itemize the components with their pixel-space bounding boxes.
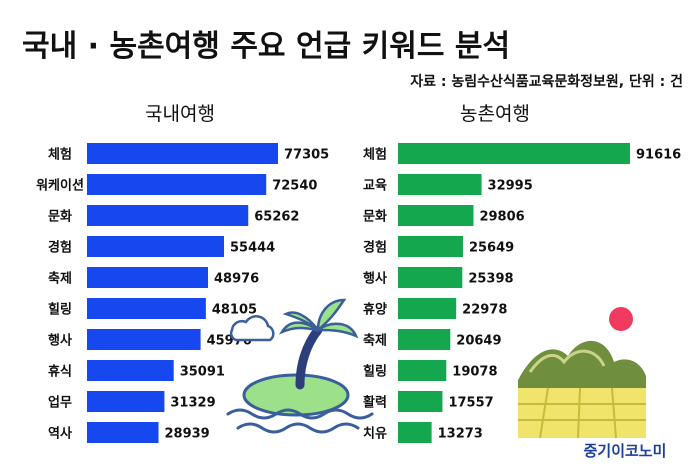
right-chart-title: 농촌여행 (460, 103, 530, 125)
left-bar (87, 391, 165, 412)
right-value-label: 13273 (438, 427, 483, 442)
hills-highlight (528, 349, 606, 373)
right-category-label: 힐링 (363, 364, 387, 380)
hills (518, 340, 646, 392)
rural-illustration: 중기이코노미 (518, 307, 666, 460)
left-value-label: 28939 (165, 427, 210, 442)
left-category-label: 업무 (48, 396, 72, 411)
right-category-label: 휴양 (363, 302, 387, 318)
left-value-label: 35091 (180, 365, 225, 380)
palm-leaf (314, 322, 359, 339)
right-value-label: 22978 (462, 303, 507, 318)
palm-trunk (295, 325, 323, 390)
palm-leaf (316, 298, 347, 333)
right-category-label: 교육 (363, 178, 387, 194)
right-value-label: 32995 (488, 179, 533, 194)
right-bar (398, 236, 463, 257)
right-bar-chart: 체험 91616 교육 32995 문화 29806 경험 25649 행사 25398 휴양 229… (363, 143, 681, 443)
wave (226, 408, 374, 420)
left-value-label: 72540 (272, 179, 317, 194)
right-value-label: 25649 (469, 241, 514, 256)
right-bar (398, 391, 443, 412)
left-bar (87, 174, 267, 195)
right-bar (398, 298, 457, 319)
left-category-label: 역사 (48, 426, 72, 442)
right-bar (398, 360, 447, 381)
left-value-label: 48976 (214, 272, 259, 287)
left-bar (87, 143, 278, 164)
left-category-label: 힐링 (48, 302, 72, 318)
right-category-label: 행사 (363, 271, 387, 287)
right-bar (398, 143, 630, 164)
right-bar (398, 267, 463, 288)
field (518, 388, 646, 438)
right-bar (398, 422, 432, 443)
left-bar (87, 298, 206, 319)
left-value-label: 77305 (284, 148, 329, 163)
right-value-label: 17557 (448, 396, 493, 411)
right-category-label: 치유 (363, 426, 387, 442)
source-note: 자료 : 농림수산식품교육문화정보원, 단위 : 건 (410, 73, 683, 90)
left-category-label: 행사 (48, 333, 72, 349)
left-value-label: 55444 (230, 241, 275, 256)
left-category-label: 축제 (48, 271, 72, 287)
left-category-label: 휴식 (48, 364, 72, 380)
right-category-label: 활력 (363, 395, 387, 411)
right-value-label: 25398 (468, 272, 513, 287)
right-category-label: 문화 (363, 209, 387, 225)
palm-leaf (278, 321, 319, 335)
right-category-label: 축제 (363, 333, 387, 349)
island-illustration (226, 298, 374, 434)
left-bar-chart: 체험 77305 워케이션 72540 문화 65262 경험 55444 축제 48976 힐링 4… (36, 143, 329, 443)
right-bar (398, 174, 482, 195)
left-category-label: 체험 (48, 147, 72, 163)
brand-logo: 중기이코노미 (584, 442, 667, 460)
main-title: 국내 · 농촌여행 주요 언급 키워드 분석 (22, 29, 510, 64)
right-bar (398, 329, 451, 350)
left-chart-title: 국내여행 (145, 103, 215, 125)
left-bar (87, 422, 159, 443)
palm-leaf (282, 311, 319, 331)
wave (236, 422, 360, 434)
cloud (229, 315, 275, 342)
right-category-label: 체험 (363, 147, 387, 163)
right-category-label: 경험 (363, 240, 387, 256)
right-value-label: 20649 (456, 334, 501, 349)
left-bar (87, 236, 224, 257)
sun (609, 307, 633, 331)
left-bar (87, 360, 174, 381)
left-value-label: 48105 (212, 303, 257, 318)
left-value-label: 65262 (254, 210, 299, 225)
right-bar (398, 205, 474, 226)
right-value-label: 29806 (479, 210, 524, 225)
field-lines (518, 387, 646, 439)
left-category-label: 문화 (48, 209, 72, 225)
left-category-label: 경험 (48, 240, 72, 256)
left-bar (87, 205, 249, 226)
left-bar (87, 329, 201, 350)
right-value-label: 91616 (636, 148, 681, 163)
left-value-label: 31329 (170, 396, 215, 411)
right-value-label: 19078 (452, 365, 497, 380)
left-bar (87, 267, 209, 288)
left-category-label: 워케이션 (36, 178, 84, 194)
